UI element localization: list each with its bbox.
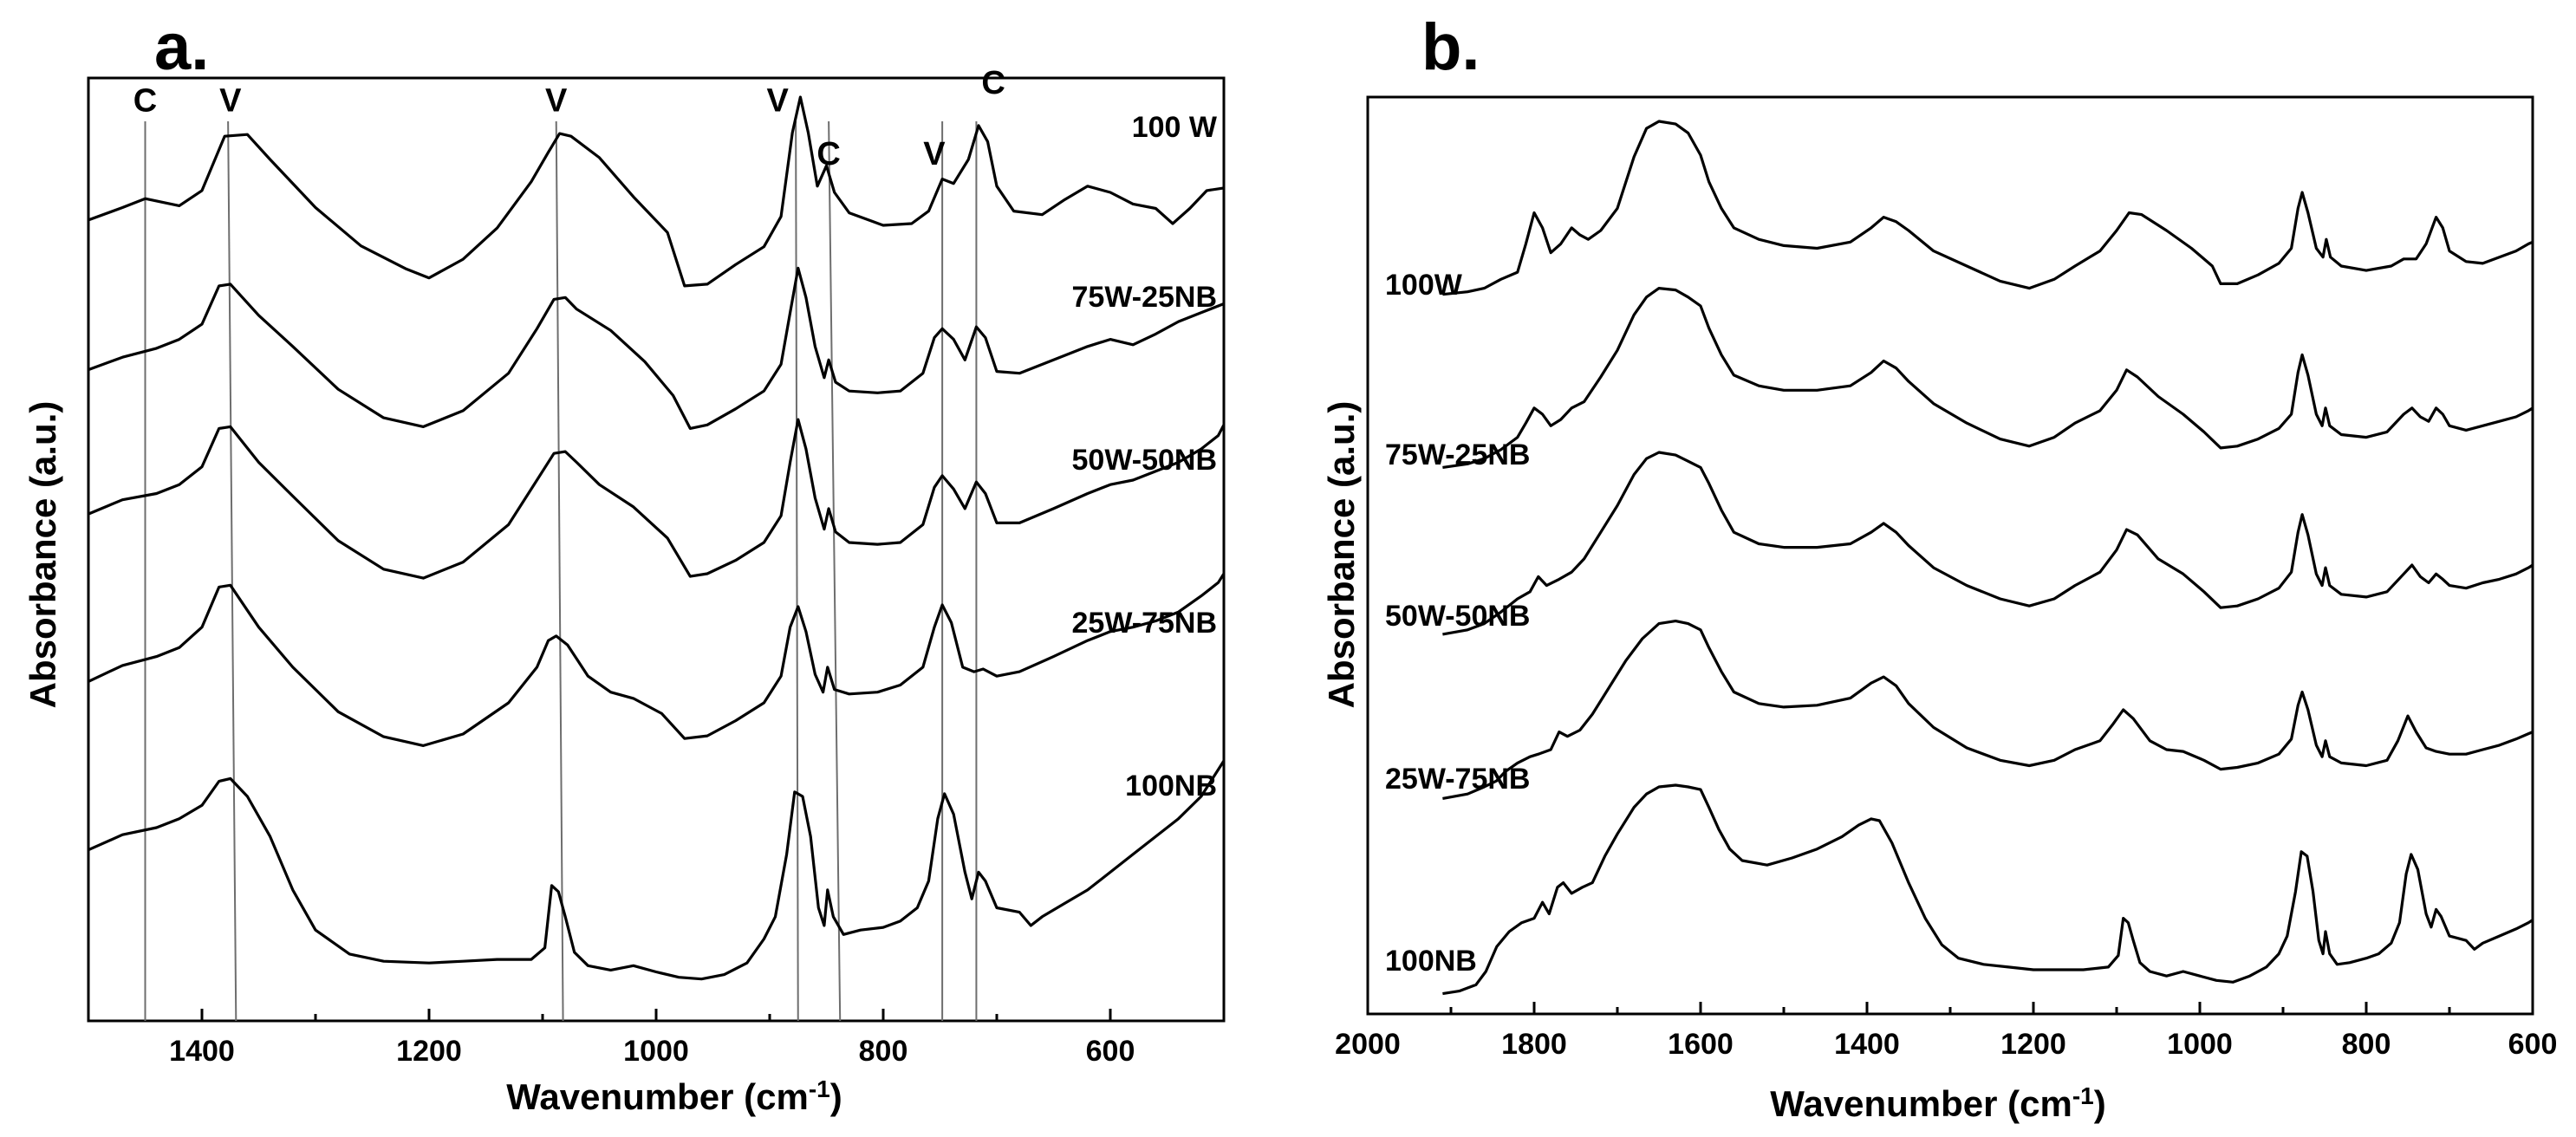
- panel-a-x-tick-label: 800: [859, 1035, 908, 1068]
- panel-a-spectrum-50w-50nb: [88, 418, 1226, 580]
- panel-b-letter: b.: [1421, 10, 1480, 84]
- panel-a-series-label: 50W-50NB: [1072, 444, 1217, 477]
- panel-a-peak-label-v: V: [923, 136, 946, 172]
- panel-b-series-label: 75W-25NB: [1385, 439, 1530, 471]
- panel-b-spectrum-100nb: [1442, 783, 2534, 996]
- panel-a-series-label: 75W-25NB: [1072, 281, 1217, 314]
- panel-b-x-axis-title: Wavenumber (cm-1): [1770, 1082, 2105, 1124]
- panel-a-y-axis-title: Absorbance (a.u.): [23, 401, 63, 709]
- panel-b-x-tick-label: 1000: [2167, 1028, 2233, 1061]
- panel-b-x-tick-label: 2000: [1335, 1028, 1401, 1061]
- panel-a-chart: a. 1400 1200 1000 800 600 100 W 75W-25NB 50W-50…: [23, 10, 1226, 1117]
- panel-a-x-tick-label: 1200: [396, 1035, 462, 1068]
- panel-b-frame: [1366, 95, 2534, 1016]
- panel-b-spectrum-25w-75nb: [1442, 620, 2534, 800]
- panel-b-plot-area: 2000 1800 1600 1400 1200 1000 800 600 100W 75W-25…: [1335, 95, 2558, 1061]
- panel-b-spectrum-100w: [1442, 120, 2534, 296]
- panel-a-peak-guide-line: [795, 120, 799, 1022]
- panel-a-peak-label-v: V: [219, 83, 242, 120]
- panel-a-x-tick-label: 600: [1086, 1035, 1135, 1068]
- panel-a-peak-label-c: C: [981, 65, 1005, 101]
- panel-b-series-label: 50W-50NB: [1385, 600, 1530, 633]
- panel-b-spectrum-50w-50nb: [1442, 451, 2534, 636]
- panel-b-x-tick-label: 1800: [1501, 1028, 1567, 1061]
- panel-a-peak-label-v: V: [545, 83, 568, 120]
- panel-a-peak-label-v: V: [766, 83, 789, 120]
- panel-b-spectrum-75w-25nb: [1442, 287, 2534, 469]
- panel-a-letter: a.: [154, 10, 209, 84]
- panel-a-x-tick-label: 1000: [623, 1035, 689, 1068]
- panel-b-x-tick-label: 1400: [1834, 1028, 1900, 1061]
- panel-b-x-tick-label: 600: [2508, 1028, 2558, 1061]
- panel-b-x-tick-label: 1600: [1668, 1028, 1734, 1061]
- panel-b-chart: b. 2000 1800 1600 1400 1200 1000 800 600 100W 75W…: [1321, 10, 2557, 1124]
- panel-b-series-label: 100NB: [1385, 945, 1477, 978]
- panel-b-y-axis-title: Absorbance (a.u.): [1321, 401, 1362, 709]
- panel-a-series-label: 100NB: [1125, 770, 1217, 802]
- panel-a-spectrum-75w-25nb: [88, 266, 1225, 430]
- panel-b-series-label: 25W-75NB: [1385, 763, 1530, 796]
- panel-a-peak-guide-line: [227, 120, 237, 1022]
- panel-b-x-tick-label: 800: [2342, 1028, 2391, 1061]
- panel-a-x-tick-label: 1400: [169, 1035, 235, 1068]
- panel-a-plot-area: 1400 1200 1000 800 600 100 W 75W-25NB 50W-50NB 2…: [87, 65, 1226, 1068]
- panel-b-series-label: 100W: [1385, 269, 1463, 302]
- panel-a-peak-guide-line: [828, 120, 842, 1022]
- panel-a-spectrum-25w-75nb: [88, 573, 1226, 747]
- panel-a-series-label: 25W-75NB: [1072, 607, 1217, 640]
- panel-b-x-tick-label: 1200: [2000, 1028, 2066, 1061]
- panel-a-peak-guide-line: [555, 120, 564, 1022]
- panel-a-series-label: 100 W: [1132, 111, 1218, 144]
- panel-a-spectrum-100nb: [88, 760, 1226, 981]
- panel-a-peak-label-c: C: [133, 83, 157, 120]
- panel-a-x-axis-title: Wavenumber (cm-1): [506, 1075, 842, 1117]
- panel-a-peak-label-c: C: [816, 136, 840, 172]
- panel-a-spectrum-100w: [88, 95, 1225, 288]
